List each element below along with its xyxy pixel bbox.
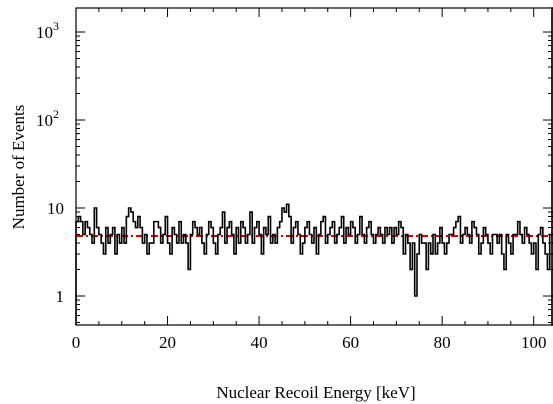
x-tick-labels: 0 20 40 60 80 100	[72, 333, 547, 352]
y-tick-label: 10	[47, 199, 64, 218]
x-tick-label: 80	[434, 333, 451, 352]
x-tick-label: 60	[342, 333, 359, 352]
x-tick-label: 0	[72, 333, 81, 352]
y-tick-label: 102	[36, 107, 59, 130]
x-axis-label: Nuclear Recoil Energy [keV]	[216, 383, 415, 402]
x-tick-label: 20	[159, 333, 176, 352]
plot-frame	[75, 7, 553, 326]
y-axis-label: Number of Events	[9, 105, 28, 230]
y-tick-label: 1	[56, 287, 65, 306]
y-axis-ticks	[76, 31, 552, 323]
histogram-series	[75, 7, 553, 326]
y-tick-labels: 1 10 102 103	[36, 19, 64, 306]
x-tick-label: 100	[521, 333, 547, 352]
y-tick-label: 103	[36, 19, 59, 42]
x-axis-ticks	[75, 8, 535, 325]
x-tick-label: 40	[251, 333, 268, 352]
